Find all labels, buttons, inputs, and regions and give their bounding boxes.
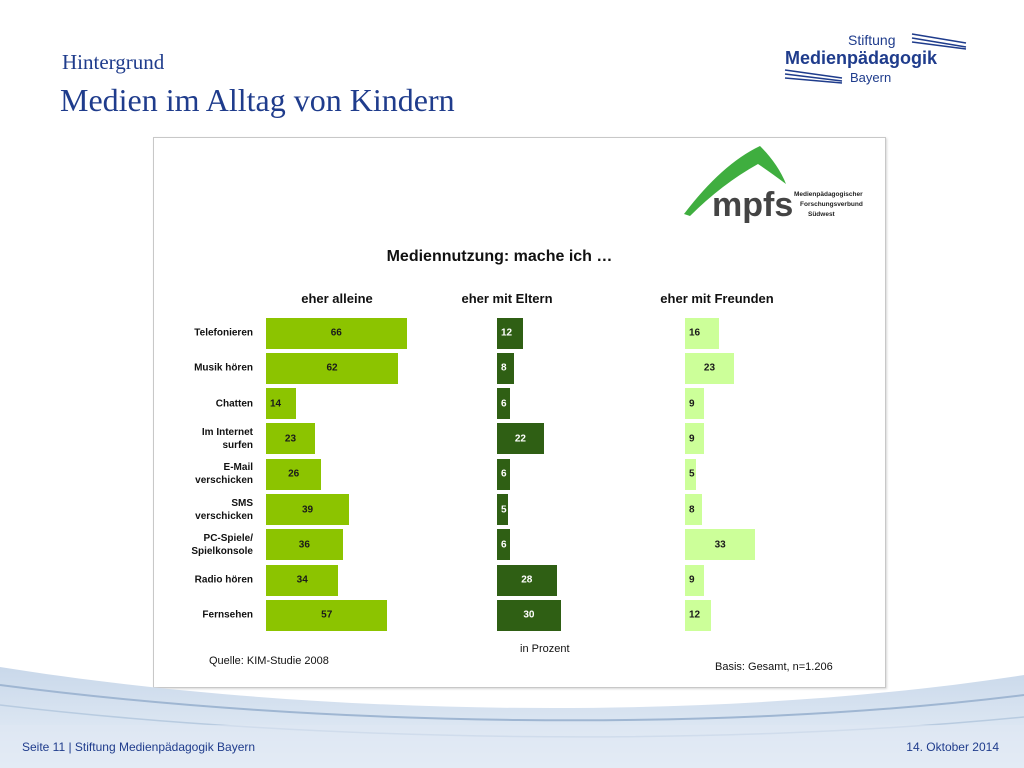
mpfs-logo: mpfs Medienpädagogischer Forschungsverbu… bbox=[684, 146, 863, 224]
bar-2-4 bbox=[685, 458, 696, 490]
bar-value-label: 8 bbox=[689, 504, 695, 515]
column-header-freunden: eher mit Freunden bbox=[660, 291, 774, 306]
bar-value-label: 62 bbox=[326, 362, 338, 374]
bar-2-5 bbox=[685, 494, 703, 525]
column-header-alleine: eher alleine bbox=[301, 291, 373, 306]
bar-value-label: 28 bbox=[521, 574, 533, 586]
bar-value-label: 23 bbox=[284, 433, 297, 445]
logo-stripes-top-icon bbox=[911, 33, 967, 50]
bar-1-0 bbox=[497, 317, 523, 349]
slide-subtitle: Hintergrund bbox=[62, 50, 165, 74]
bar-1-5 bbox=[497, 494, 508, 525]
bar-2-8 bbox=[685, 599, 711, 631]
chart-title: Mediennutzung: mache ich … bbox=[386, 248, 613, 265]
bar-0-5 bbox=[266, 494, 350, 525]
bar-value-label: 12 bbox=[501, 327, 513, 339]
bar-2-3 bbox=[685, 423, 705, 455]
mpfs-line3: Südwest bbox=[808, 211, 836, 218]
slide-title: Medien im Alltag von Kindern bbox=[60, 82, 455, 118]
mpfs-mark: mpfs bbox=[712, 186, 793, 224]
bar-1-1 bbox=[497, 352, 515, 384]
bar-2-2 bbox=[685, 388, 705, 420]
logo-line2: Medienpädagogik bbox=[785, 48, 938, 68]
bar-value-label: 36 bbox=[298, 539, 310, 551]
row-label: Im Internet surfen bbox=[201, 426, 253, 451]
bar-value-label: 12 bbox=[689, 609, 701, 621]
bar-value-label: 6 bbox=[501, 539, 507, 551]
row-label: Chatten bbox=[215, 398, 253, 410]
bar-2-6 bbox=[685, 529, 756, 561]
bar-0-8 bbox=[266, 599, 388, 631]
bar-0-0 bbox=[266, 317, 407, 349]
row-label: SMS verschicken bbox=[195, 497, 253, 522]
mpfs-line1: Medienpädagogischer bbox=[794, 191, 863, 198]
row-label: Radio hören bbox=[194, 574, 253, 586]
bar-value-label: 30 bbox=[523, 609, 535, 621]
bar-0-4 bbox=[266, 458, 322, 490]
bar-value-label: 6 bbox=[501, 468, 507, 480]
bar-0-3 bbox=[266, 423, 315, 455]
logo-stripes-bottom-icon bbox=[784, 69, 843, 84]
footer-date: 14. Oktober 2014 bbox=[906, 740, 999, 754]
bar-1-6 bbox=[497, 529, 510, 561]
bar-value-label: 5 bbox=[501, 504, 507, 515]
mpfs-line2: Forschungsverbund bbox=[800, 201, 863, 208]
bar-2-1 bbox=[685, 352, 734, 384]
bar-1-2 bbox=[497, 388, 510, 420]
source-note: Quelle: KIM-Studie 2008 bbox=[209, 655, 329, 667]
row-label: Fernsehen bbox=[202, 609, 253, 621]
row-label: PC-Spiele/ Spielkonsole bbox=[191, 532, 253, 557]
row-label: E-Mail verschicken bbox=[195, 462, 253, 487]
row-label: Musik hören bbox=[194, 362, 253, 374]
bar-value-label: 16 bbox=[689, 327, 701, 339]
bar-0-7 bbox=[266, 564, 339, 596]
bar-1-3 bbox=[497, 423, 544, 455]
logo-line1: Stiftung bbox=[848, 32, 895, 48]
logo-line3: Bayern bbox=[850, 70, 891, 85]
chart-frame: mpfs Medienpädagogischer Forschungsverbu… bbox=[153, 137, 886, 688]
footer-page-info: Seite 11 | Stiftung Medienpädagogik Baye… bbox=[22, 740, 256, 754]
mpfs-arc-icon bbox=[684, 146, 786, 216]
bar-1-7 bbox=[497, 564, 557, 596]
bar-value-label: 9 bbox=[689, 398, 695, 410]
bar-value-label: 57 bbox=[321, 609, 333, 621]
bar-1-8 bbox=[497, 599, 561, 631]
bar-0-1 bbox=[266, 352, 399, 384]
bar-value-label: 34 bbox=[296, 574, 308, 586]
bar-value-label: 23 bbox=[703, 362, 716, 374]
bar-value-label: 9 bbox=[689, 433, 695, 445]
row-label: Telefonieren bbox=[194, 327, 253, 339]
bar-0-6 bbox=[266, 529, 343, 561]
bar-value-label: 22 bbox=[514, 433, 526, 445]
unit-note: in Prozent bbox=[520, 643, 570, 655]
bar-value-label: 14 bbox=[270, 398, 282, 410]
bar-value-label: 8 bbox=[501, 362, 507, 374]
bar-value-label: 66 bbox=[330, 327, 342, 339]
bar-2-7 bbox=[685, 564, 705, 596]
footer-wave-decoration bbox=[0, 667, 1024, 768]
bar-1-4 bbox=[497, 458, 510, 490]
bar-value-label: 33 bbox=[714, 539, 726, 551]
bar-value-label: 39 bbox=[301, 504, 314, 515]
column-header-eltern: eher mit Eltern bbox=[461, 291, 553, 306]
bar-value-label: 5 bbox=[689, 468, 695, 480]
bar-2-0 bbox=[685, 317, 720, 349]
stiftung-logo: Stiftung Medienpädagogik Bayern bbox=[784, 32, 967, 85]
bar-0-2 bbox=[266, 388, 296, 420]
basis-note: Basis: Gesamt, n=1.206 bbox=[715, 661, 833, 673]
bar-value-label: 6 bbox=[501, 398, 507, 410]
bar-value-label: 26 bbox=[288, 468, 300, 480]
bar-value-label: 9 bbox=[689, 574, 695, 586]
